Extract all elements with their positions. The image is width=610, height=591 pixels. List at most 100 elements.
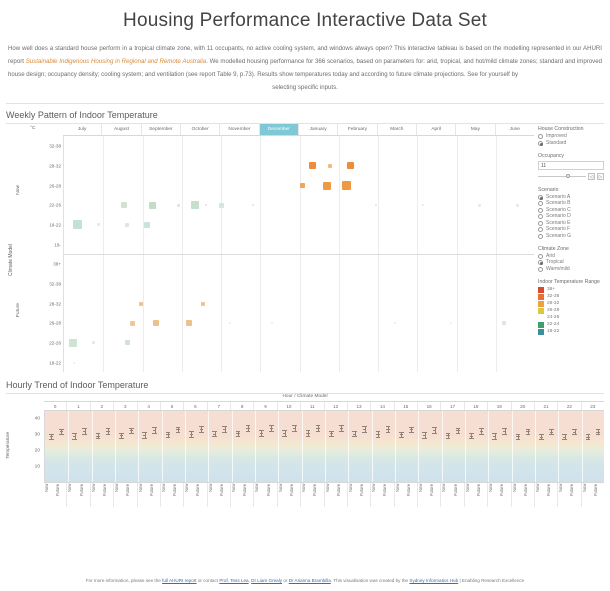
weekly-heatmap-mark[interactable] [139,301,144,306]
weekly-heatmap-mark[interactable] [73,361,76,364]
hourly-whisker[interactable] [237,430,239,437]
hourly-whisker[interactable] [97,433,99,439]
weekly-heatmap-mark[interactable] [271,322,274,325]
hourly-whisker[interactable] [108,428,109,434]
hour-header-9[interactable]: 9 [253,402,276,411]
hourly-whisker[interactable] [61,428,63,435]
weekly-heatmap-mark[interactable] [68,338,77,347]
hour-header-17[interactable]: 17 [440,402,463,411]
hourly-whisker[interactable] [121,432,123,439]
hourly-whisker[interactable] [74,433,76,439]
hour-header-8[interactable]: 8 [230,402,253,411]
weekly-heatmap-mark[interactable] [219,202,225,208]
weekly-heatmap-mark[interactable] [323,181,332,190]
occupancy-prev-button[interactable]: ◁ [588,172,595,180]
hour-header-2[interactable]: 2 [89,402,113,411]
weekly-heatmap-mark[interactable] [153,320,160,327]
radio-icon[interactable] [538,266,543,272]
weekly-heatmap-mark[interactable] [450,322,453,325]
weekly-heatmap-mark[interactable] [148,201,156,209]
weekly-heatmap-mark[interactable] [191,201,200,210]
weekly-heatmap-mark[interactable] [327,163,332,168]
weekly-heatmap-mark[interactable] [478,203,482,207]
hour-header-19[interactable]: 19 [487,402,510,411]
climate-zone-option-tropical[interactable]: Tropical [538,260,604,266]
house-construction-options[interactable]: Improved Standard [538,134,604,146]
radio-icon[interactable] [538,220,543,226]
climate-zone-options[interactable]: Arid Tropical Warm/mild [538,253,604,272]
weekly-heatmap-mark[interactable] [346,162,354,170]
house-construction-option-improved[interactable]: Improved [538,134,604,140]
month-header-september[interactable]: September [140,124,180,136]
footer-link-sydney-informatics-hub[interactable]: Sydney Informatics Hub [409,578,459,583]
hour-header-20[interactable]: 20 [510,402,534,411]
scenario-option-scenario-e[interactable]: Scenario E [538,220,604,226]
scenario-option-scenario-g[interactable]: Scenario G [538,233,604,239]
hour-header-16[interactable]: 16 [417,402,440,411]
house-construction-option-standard[interactable]: Standard [538,140,604,146]
weekly-heatmap-mark[interactable] [96,223,100,227]
climate-zone-option-arid[interactable]: Arid [538,253,604,259]
hourly-whisker[interactable] [564,433,566,440]
footer-link-report[interactable]: full AHURI report [162,578,197,583]
scenario-option-scenario-b[interactable]: Scenario B [538,201,604,207]
radio-icon[interactable] [538,194,543,200]
occupancy-value-field[interactable]: 11 [538,160,604,170]
scenario-option-scenario-f[interactable]: Scenario F [538,227,604,233]
hourly-whisker[interactable] [271,425,273,432]
hourly-hour-header[interactable]: 0 1 2 3 4 5 6 7 8 9 10 11 12 13 14 15 16 17 18 19 20 21 22 23 [44,401,604,412]
occupancy-slider-track[interactable] [538,173,586,178]
hour-header-1[interactable]: 1 [66,402,89,411]
hour-header-18[interactable]: 18 [463,402,487,411]
weekly-heatmap-mark[interactable] [374,204,377,207]
ahuri-report-link[interactable]: Sustainable Indigenous Housing in Region… [25,58,207,66]
hour-header-6[interactable]: 6 [183,402,206,411]
hour-header-21[interactable]: 21 [533,402,557,411]
hourly-whisker[interactable] [51,433,53,439]
hour-header-0[interactable]: 0 [53,404,57,410]
radio-icon[interactable] [538,260,543,266]
hourly-whisker[interactable] [447,432,449,439]
month-header-december[interactable]: December [258,124,298,136]
weekly-heatmap-mark[interactable] [308,162,316,170]
hour-header-10[interactable]: 10 [276,402,300,411]
hour-header-11[interactable]: 11 [300,402,323,411]
weekly-heatmap-mark[interactable] [200,301,205,306]
hour-header-23[interactable]: 23 [580,402,604,411]
month-header-february[interactable]: February [337,124,376,136]
hour-header-7[interactable]: 7 [206,402,230,411]
hourly-whisker[interactable] [178,426,179,433]
weekly-heatmap-mark[interactable] [144,221,151,228]
weekly-plot-area[interactable] [63,136,534,373]
scenario-option-scenario-d[interactable]: Scenario D [538,214,604,220]
weekly-month-header[interactable]: July August September October November Decemb… [63,124,534,137]
weekly-heatmap-mark[interactable] [299,183,305,189]
hourly-whisker[interactable] [528,428,529,435]
hourly-whisker[interactable] [354,430,356,437]
weekly-heatmap-mark[interactable] [92,341,96,345]
hourly-whisker[interactable] [214,430,216,437]
hourly-whisker[interactable] [318,425,319,432]
hour-header-12[interactable]: 12 [323,402,347,411]
weekly-heatmap-mark[interactable] [120,202,127,209]
month-header-march[interactable]: March [376,124,416,136]
weekly-heatmap-mark[interactable] [125,222,130,227]
hourly-whisker[interactable] [224,425,226,432]
radio-icon[interactable] [538,214,543,220]
hour-header-14[interactable]: 14 [370,402,393,411]
hour-header-3[interactable]: 3 [113,402,136,411]
hourly-whisker[interactable] [294,425,296,432]
hourly-chart[interactable]: Hour / Climate Model 0 1 2 3 4 5 6 7 8 9 10 11 12 13 1… [6,394,604,509]
weekly-heatmap-mark[interactable] [393,322,396,325]
weekly-heatmap-mark[interactable] [252,204,255,207]
weekly-heatmap-mark[interactable] [341,181,351,191]
radio-icon[interactable] [538,134,543,140]
occupancy-slider-thumb[interactable] [565,173,570,178]
radio-icon[interactable] [538,253,543,259]
hourly-whisker[interactable] [517,433,519,439]
weekly-heatmap-mark[interactable] [186,320,193,327]
radio-icon[interactable] [538,227,543,233]
weekly-heatmap-mark[interactable] [125,340,131,346]
radio-icon[interactable] [538,233,543,239]
hour-header-22[interactable]: 22 [557,402,580,411]
